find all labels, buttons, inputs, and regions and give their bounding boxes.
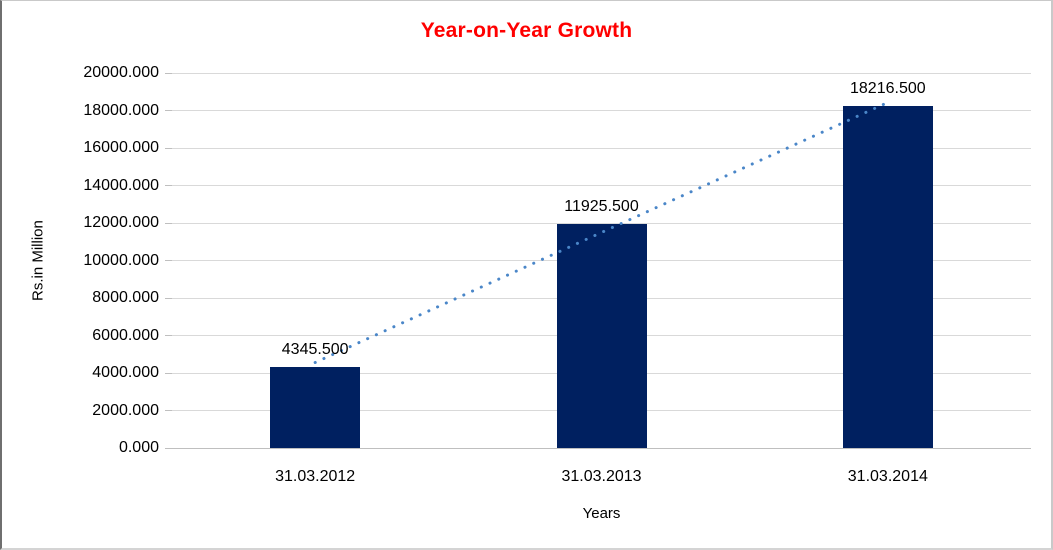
bar-31.03.2014[interactable] — [842, 106, 933, 448]
bar-31.03.2013[interactable] — [556, 224, 647, 448]
y-axis-tick-label: 4000.000 — [92, 364, 159, 381]
gridline — [172, 72, 1031, 74]
y-axis-tick-label: 20000.000 — [83, 64, 159, 81]
trendline[interactable] — [172, 73, 1031, 448]
x-axis-tick-label: 31.03.2014 — [847, 468, 928, 485]
bar-data-label: 11925.500 — [564, 198, 639, 216]
y-axis-tick-label: 18000.000 — [83, 101, 159, 119]
x-axis-tick-label: 31.03.2013 — [561, 468, 642, 485]
y-axis-tick-label: 16000.000 — [83, 139, 159, 156]
y-axis-tick-label: 6000.000 — [92, 326, 159, 344]
gridline — [172, 222, 1031, 224]
y-axis-tick — [165, 372, 172, 374]
gridline — [172, 147, 1031, 149]
y-axis-tick-label: 2000.000 — [92, 401, 159, 419]
x-axis-line — [172, 447, 1031, 449]
y-axis-tick — [165, 72, 172, 74]
gridline — [172, 185, 1031, 186]
bar-data-label: 18216.500 — [850, 80, 926, 98]
y-axis-tick — [165, 297, 172, 299]
y-axis-tick — [165, 147, 172, 149]
y-axis-tick — [165, 335, 172, 336]
x-axis-title: Years — [582, 505, 621, 522]
y-axis-tick — [165, 447, 172, 449]
y-axis-tick — [165, 222, 172, 224]
bar-31.03.2012[interactable] — [270, 366, 361, 448]
y-axis-tick — [165, 260, 172, 261]
plot-area — [172, 72, 1031, 449]
y-axis-tick-label: 10000.000 — [83, 251, 159, 269]
y-axis-tick — [165, 410, 172, 411]
y-axis-tick-label: 12000.000 — [83, 214, 159, 231]
y-axis-tick-label: 14000.000 — [83, 176, 159, 194]
y-axis-tick-label: 8000.000 — [92, 289, 159, 306]
y-axis-tick — [165, 110, 172, 111]
bar-data-label: 4345.500 — [281, 340, 349, 358]
y-axis-tick-label: 0.000 — [118, 439, 159, 456]
chart-title: Year-on-Year Growth — [420, 19, 633, 42]
y-axis-tick — [165, 185, 172, 186]
gridline — [172, 110, 1031, 111]
x-axis-tick-label: 31.03.2012 — [275, 468, 356, 485]
